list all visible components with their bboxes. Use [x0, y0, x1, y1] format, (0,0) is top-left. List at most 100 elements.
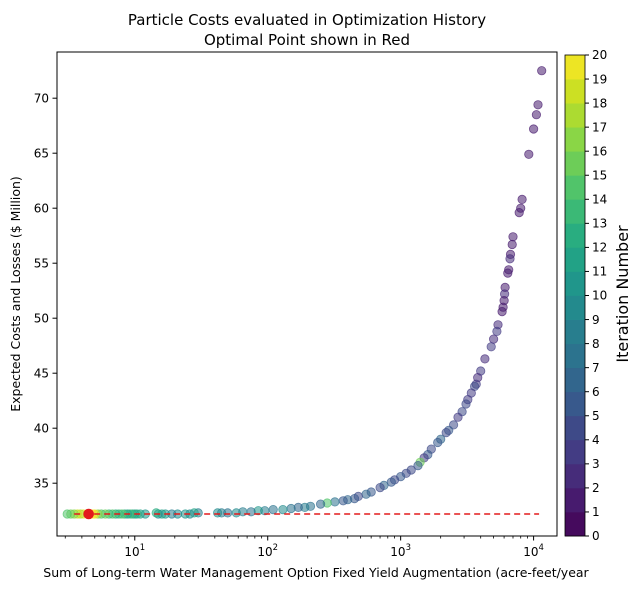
- scatter-point: [433, 437, 443, 448]
- colorbar-segment: [565, 487, 585, 513]
- y-axis-label: Expected Costs and Losses ($ Million): [8, 176, 23, 412]
- scatter-point: [497, 306, 507, 317]
- x-tick-label: 102: [257, 543, 278, 559]
- scatter-point: [375, 482, 385, 493]
- colorbar-tick-label: 16: [592, 144, 607, 158]
- colorbar-segment: [565, 295, 585, 320]
- scatter-point: [413, 460, 423, 471]
- colorbar-segment: [565, 463, 585, 489]
- colorbar-segment: [565, 151, 585, 176]
- scatter-point: [231, 508, 241, 518]
- x-tick-label: 104: [523, 543, 544, 559]
- y-axis: 35 40 45 50 55 60 65 70: [34, 92, 57, 491]
- colorbar-tick-label: 10: [592, 289, 607, 303]
- scatter-point: [507, 239, 517, 250]
- x-axis-label: Sum of Long-term Water Management Option…: [43, 565, 589, 580]
- y-tick-label: 35: [34, 477, 49, 491]
- scatter-point: [514, 208, 524, 218]
- colorbar-tick-label: 2: [592, 481, 600, 495]
- colorbar-segment: [565, 175, 585, 200]
- chart-subtitle: Optimal Point shown in Red: [204, 31, 410, 49]
- plot-area: [57, 52, 557, 536]
- scatter-point: [486, 342, 496, 352]
- scatter-point: [213, 508, 223, 518]
- scatter-point: [537, 66, 547, 76]
- scatter-point: [505, 254, 515, 264]
- y-tick-label: 70: [34, 92, 49, 106]
- scatter-point: [524, 149, 534, 159]
- colorbar-tick-label: 11: [592, 265, 607, 279]
- colorbar-tick-label: 4: [592, 433, 600, 447]
- colorbar-tick-label: 18: [592, 96, 607, 110]
- colorbar-tick-label: 8: [592, 337, 600, 351]
- colorbar-tick-label: 1: [592, 505, 600, 519]
- scatter-point: [492, 326, 502, 336]
- scatter-point: [62, 509, 72, 519]
- chart-title: Particle Costs evaluated in Optimization…: [128, 11, 486, 29]
- colorbar-tick-label: 14: [592, 193, 607, 207]
- colorbar-tick-label: 12: [592, 241, 607, 255]
- colorbar-tick-label: 5: [592, 409, 600, 423]
- scatter-point: [286, 503, 296, 514]
- colorbar-tick-label: 9: [592, 313, 600, 327]
- y-tick-label: 45: [34, 367, 49, 381]
- scatter-point: [278, 504, 288, 515]
- scatter-points: [62, 66, 547, 519]
- colorbar-label: Iteration Number: [613, 225, 632, 363]
- colorbar-segment: [565, 55, 585, 80]
- colorbar-tick-label: 0: [592, 529, 600, 543]
- y-tick-label: 65: [34, 147, 49, 161]
- scatter-point: [151, 508, 161, 518]
- colorbar-segment: [565, 103, 585, 128]
- scatter-point: [503, 268, 513, 278]
- colorbar-segment: [565, 439, 585, 465]
- scatter-point: [315, 499, 326, 509]
- y-tick-label: 50: [34, 312, 49, 326]
- colorbar-tick-label: 3: [592, 457, 600, 471]
- scatter-point: [361, 489, 371, 499]
- colorbar-tick-label: 20: [592, 48, 607, 62]
- scatter-point: [338, 496, 348, 506]
- scatter-point: [528, 124, 539, 134]
- optimal-point-layer: [83, 508, 94, 520]
- scatter-point: [330, 497, 340, 507]
- scatter-point: [517, 194, 527, 204]
- colorbar-segment: [565, 415, 585, 441]
- colorbar-segment: [565, 127, 585, 152]
- scatter-point: [533, 100, 543, 110]
- colorbar-tick-label: 15: [592, 168, 607, 182]
- colorbar-tick-label: 6: [592, 385, 600, 399]
- colorbar-segment: [565, 223, 585, 248]
- y-tick-label: 55: [34, 257, 49, 271]
- colorbar-tick-label: 19: [592, 72, 607, 86]
- y-tick-label: 60: [34, 202, 49, 216]
- scatter-point: [508, 232, 518, 242]
- x-tick-label: 103: [390, 543, 411, 559]
- plot-frame: [56, 51, 558, 537]
- colorbar-segment: [565, 391, 585, 417]
- colorbar-segment: [565, 79, 585, 104]
- scatter-point: [268, 504, 278, 515]
- x-axis: 101 102 103 104: [64, 536, 544, 559]
- colorbar-segment: [565, 199, 585, 224]
- scatter-point: [453, 412, 463, 422]
- colorbar-segment: [565, 343, 585, 369]
- scatter-point: [488, 334, 499, 344]
- colorbar-segment: [565, 511, 585, 537]
- colorbar-segment: [565, 247, 585, 272]
- colorbar-segment: [565, 271, 585, 296]
- scatter-point: [480, 354, 490, 364]
- colorbar-tick-label: 13: [592, 217, 607, 231]
- colorbar-tick-label: 17: [592, 120, 607, 134]
- scatter-point: [441, 427, 451, 438]
- x-tick-label: 101: [124, 543, 145, 559]
- scatter-point: [461, 399, 471, 409]
- colorbar-tick-label: 7: [592, 361, 600, 375]
- scatter-point: [531, 110, 542, 120]
- colorbar-segment: [565, 319, 585, 344]
- colorbar-segment: [565, 367, 585, 393]
- y-tick-label: 40: [34, 422, 49, 436]
- optimal-point: [83, 508, 94, 520]
